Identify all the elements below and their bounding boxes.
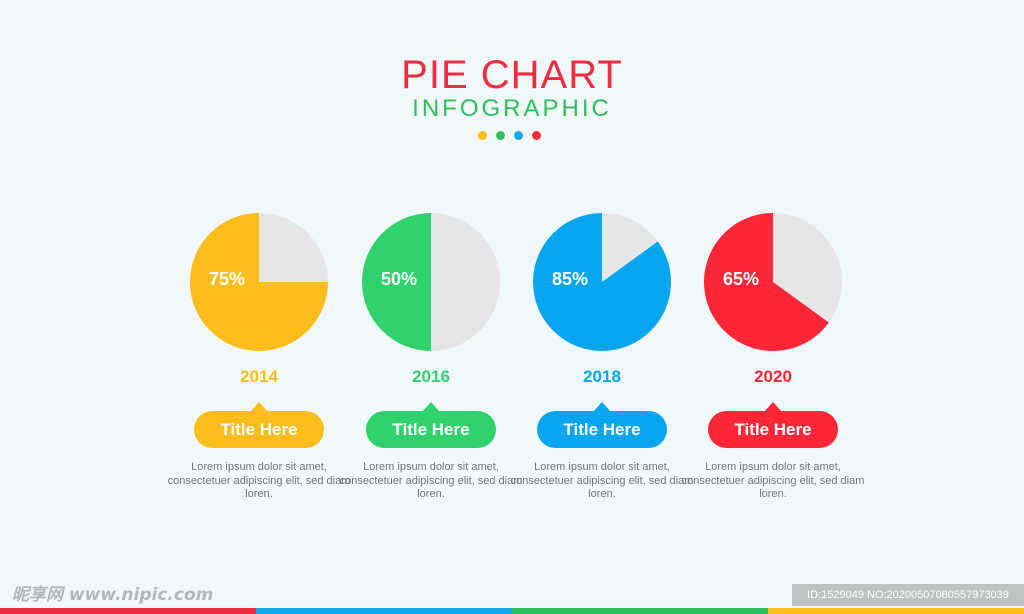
pill-title: Title Here xyxy=(392,420,470,439)
description-text: Lorem ipsum dolor sit amet, consectetuer… xyxy=(681,461,865,500)
pie-value-label: 50% xyxy=(380,269,418,289)
pie-chart xyxy=(190,213,328,351)
watermark-id: ID:1529049 NO:20200507080557973039 xyxy=(792,584,1024,606)
description-text: Lorem ipsum dolor sit amet, consectetuer… xyxy=(167,461,351,500)
pie-value-label: 75% xyxy=(208,269,246,289)
title-pill: Title Here xyxy=(537,402,667,448)
pie-slice-value xyxy=(703,213,829,351)
pie-card-2016: 50% 2016 Title Here Lorem ipsum dolor sit a… xyxy=(331,0,531,614)
decor-dot xyxy=(496,131,505,140)
year-label: 2014 xyxy=(240,367,278,386)
pill-pointer xyxy=(422,402,440,412)
decor-dots xyxy=(478,131,546,141)
pie-slice-value xyxy=(362,213,431,351)
title-pill: Title Here xyxy=(366,402,496,448)
title-pill: Title Here xyxy=(708,402,838,448)
pie-card-2020: 65% 2020 Title Here Lorem ipsum dolor sit a… xyxy=(673,0,873,614)
pie-value-label: 65% xyxy=(722,269,760,289)
pill-title: Title Here xyxy=(734,420,812,439)
pill-title: Title Here xyxy=(563,420,641,439)
bottom-bar-segment xyxy=(256,608,512,614)
year-label: 2016 xyxy=(412,367,450,386)
description-text: Lorem ipsum dolor sit amet, consectetuer… xyxy=(510,461,694,500)
pill-pointer xyxy=(250,402,268,412)
watermark-logo: 昵享网 www.nipic.com xyxy=(12,585,214,605)
pie-card-2014: 75% 2014 Title Here Lorem ipsum dolor sit a… xyxy=(159,0,359,614)
title-pill: Title Here xyxy=(194,402,324,448)
pie-card-2018: 85% 2018 Title Here Lorem ipsum dolor sit a… xyxy=(502,0,702,614)
pie-value-label: 85% xyxy=(551,269,589,289)
pill-title: Title Here xyxy=(220,420,298,439)
bottom-color-bar xyxy=(0,608,1024,614)
bottom-bar-segment xyxy=(512,608,768,614)
bottom-bar-segment xyxy=(768,608,1024,614)
description-text: Lorem ipsum dolor sit amet, consectetuer… xyxy=(339,461,523,500)
pie-chart xyxy=(362,213,500,351)
pie-chart xyxy=(703,213,842,351)
bottom-bar-segment xyxy=(0,608,256,614)
pie-chart xyxy=(532,213,671,351)
pie-slice-value xyxy=(190,213,328,351)
page-title: PIE CHART xyxy=(401,53,623,97)
page-subtitle: INFOGRAPHIC xyxy=(412,95,612,122)
pill-pointer xyxy=(593,402,611,412)
pie-slice-value xyxy=(532,213,671,351)
decor-dot xyxy=(514,131,523,140)
year-label: 2018 xyxy=(583,367,621,386)
decor-dot xyxy=(478,131,487,140)
decor-dot xyxy=(532,131,541,140)
year-label: 2020 xyxy=(754,367,792,386)
pill-pointer xyxy=(764,402,782,412)
